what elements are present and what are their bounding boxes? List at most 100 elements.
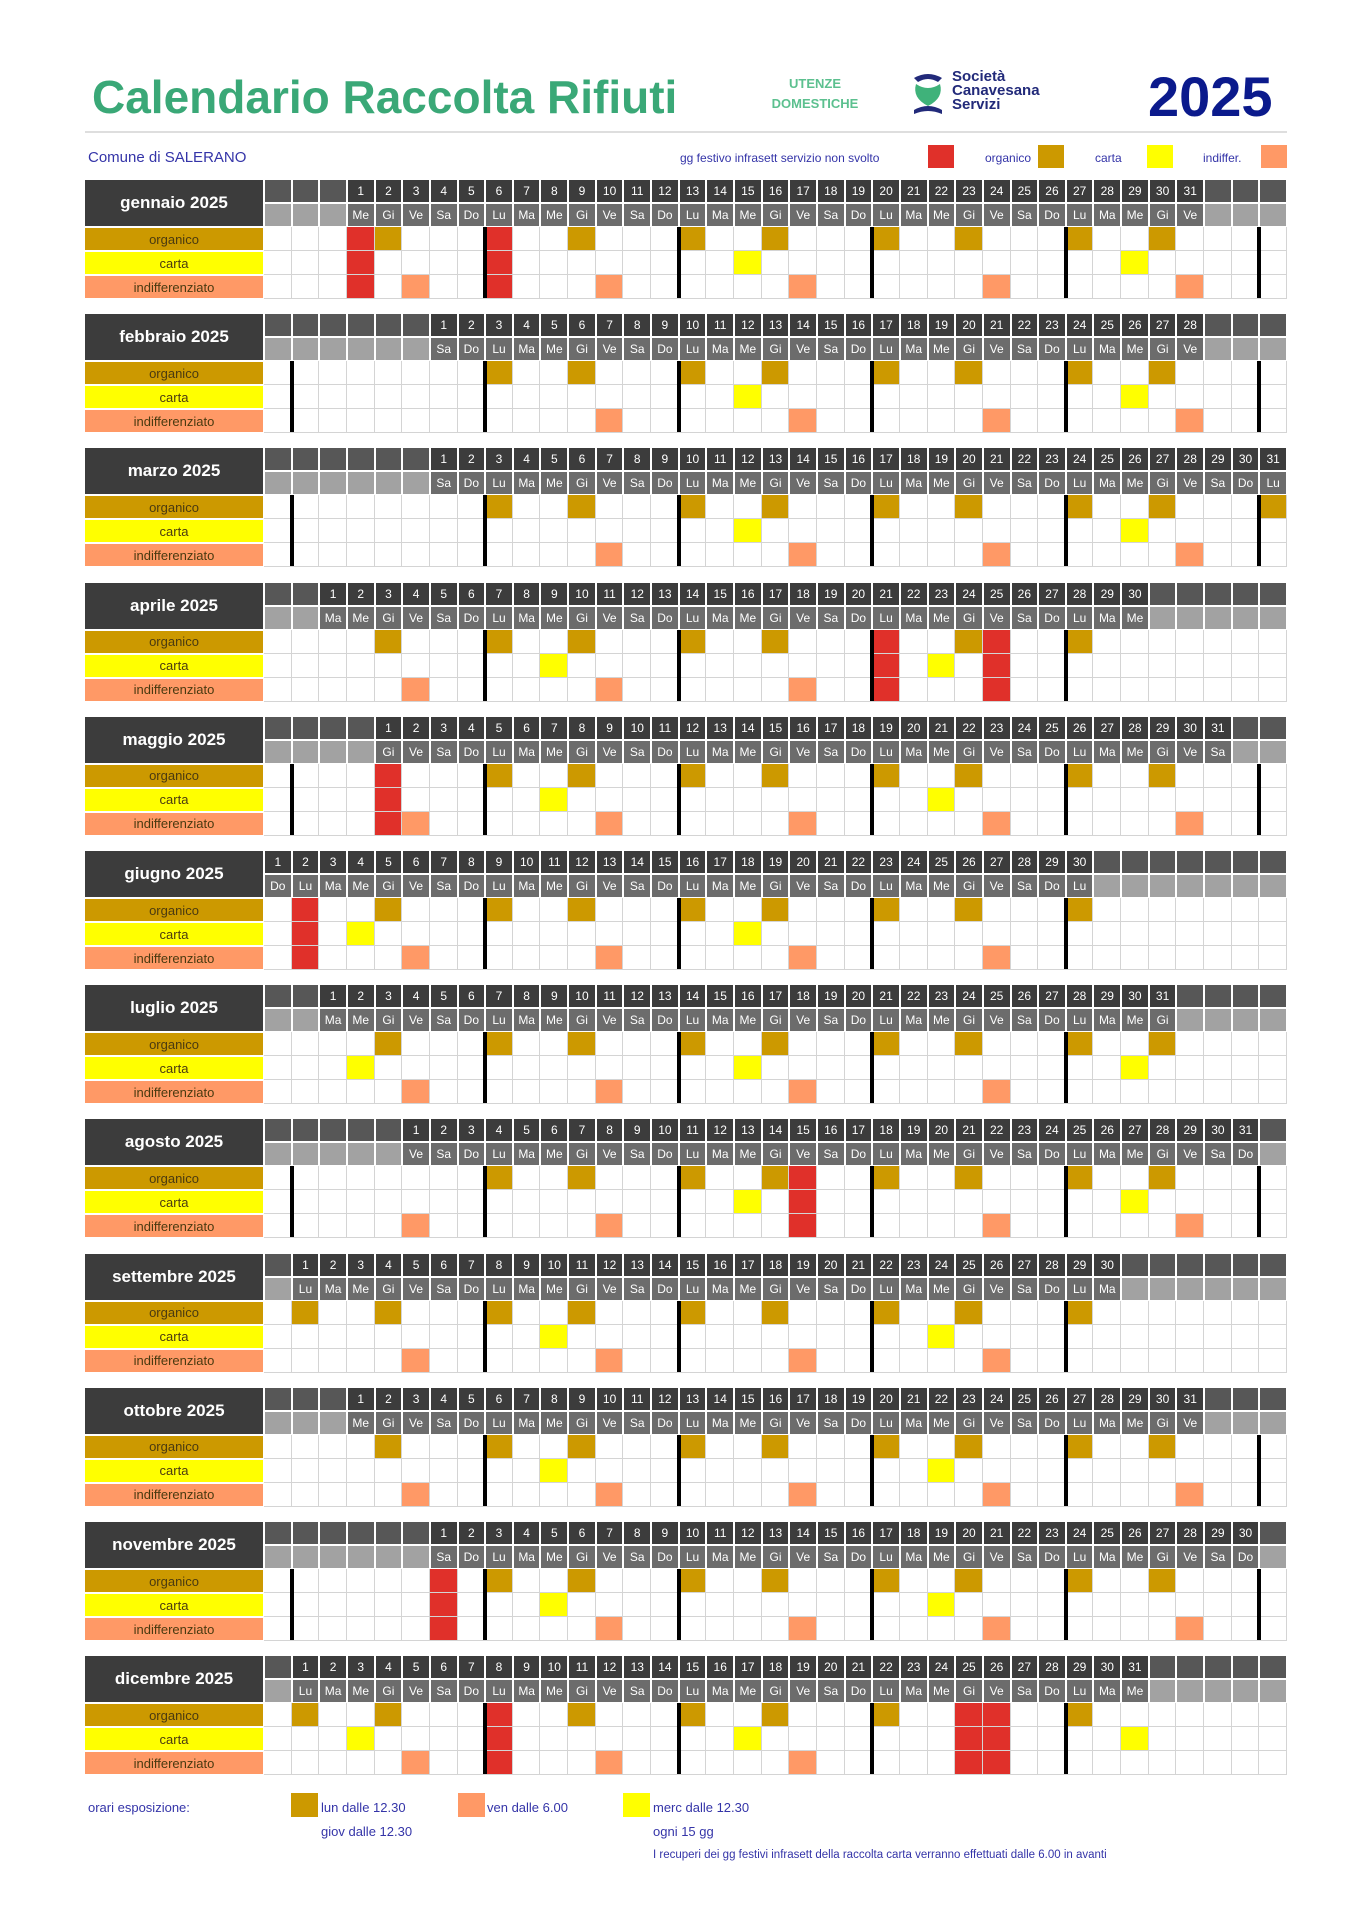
day-cell: [1204, 1032, 1232, 1057]
day-cell: [623, 251, 652, 275]
day-cell: [1065, 1080, 1094, 1105]
day-cell: [1010, 1032, 1039, 1057]
week-separator: [676, 361, 681, 433]
day-cell: [899, 1434, 928, 1459]
day-cell: [1259, 1190, 1287, 1215]
organico-collection-cell: [1148, 495, 1177, 520]
empty-header-cell: [1232, 606, 1259, 629]
week-separator: [289, 1166, 294, 1238]
day-cell: [789, 251, 817, 275]
day-number: 4: [375, 1253, 402, 1276]
day-cell: [927, 629, 956, 654]
day-cell: [402, 495, 430, 520]
weekday-label: Ve: [790, 1411, 816, 1434]
day-cell: [623, 1458, 652, 1483]
day-number: 19: [873, 716, 899, 739]
weekday-label: Gi: [375, 1009, 402, 1032]
day-cell: [512, 519, 541, 544]
day-cell: [512, 495, 541, 520]
day-number: 2: [347, 985, 374, 1008]
day-number: 19: [817, 582, 844, 605]
day-number: 9: [569, 1387, 595, 1410]
day-cell: [264, 763, 292, 788]
empty-header-cell: [1177, 1253, 1204, 1276]
empty-header-cell: [320, 1387, 346, 1410]
weekday-label: Do: [845, 740, 872, 763]
day-cell: [1204, 1190, 1232, 1215]
day-cell: [291, 811, 320, 836]
day-cell: [623, 361, 652, 386]
day-cell: [1231, 677, 1260, 702]
day-cell: [1065, 1348, 1094, 1373]
day-cell: [1204, 409, 1232, 434]
day-cell: [1176, 1324, 1205, 1349]
day-cell: [1148, 251, 1177, 275]
day-cell: [540, 1751, 569, 1776]
festivo-cell: [429, 1617, 458, 1641]
day-cell: [706, 1190, 735, 1215]
day-cell: [1010, 811, 1039, 836]
organico-collection-cell: [955, 1300, 983, 1325]
weekday-label: Ve: [790, 875, 816, 897]
week-separator: [676, 1434, 681, 1506]
day-cell: [872, 1617, 900, 1641]
day-cell: [899, 1214, 928, 1239]
day-cell: [1038, 519, 1066, 544]
day-cell: [429, 1190, 458, 1215]
day-cell: [955, 946, 983, 970]
week-separator: [483, 361, 488, 433]
week-separator: [1063, 1703, 1068, 1775]
organico-collection-cell: [761, 629, 790, 654]
weekday-label: Lu: [679, 1411, 706, 1434]
day-number: 3: [458, 1119, 485, 1142]
weekday-label: Ma: [900, 606, 927, 629]
weekday-label: Gi: [569, 1277, 595, 1300]
day-number: 25: [1011, 1387, 1038, 1410]
weekday-label: Me: [928, 1143, 955, 1166]
day-cell: [1176, 1190, 1205, 1215]
weekday-label: Lu: [679, 1009, 706, 1032]
empty-header-cell: [347, 338, 374, 361]
day-cell: [789, 922, 817, 946]
day-cell: [927, 385, 956, 410]
day-cell: [457, 1214, 486, 1239]
day-cell: [1231, 1214, 1260, 1239]
day-cell: [346, 1569, 375, 1593]
day-cell: [1121, 1482, 1149, 1507]
footer-organico-line1: lun dalle 12.30: [321, 1800, 406, 1815]
day-cell: [402, 409, 430, 434]
empty-header-cell: [403, 448, 429, 471]
day-cell: [1093, 811, 1122, 836]
day-cell: [1231, 629, 1260, 654]
carta-collection-cell: [734, 519, 762, 544]
day-number: 8: [486, 1656, 512, 1679]
indifferenziato-collection-cell: [1176, 811, 1205, 836]
day-cell: [1010, 1482, 1039, 1507]
day-number: 2: [458, 448, 485, 471]
day-cell: [264, 1751, 292, 1776]
day-cell: [623, 1727, 652, 1752]
day-cell: [429, 629, 458, 654]
day-cell: [540, 629, 569, 654]
weekday-label: Lu: [1066, 1680, 1093, 1703]
carta-collection-cell: [734, 1056, 762, 1081]
day-cell: [1148, 946, 1177, 970]
day-number: 3: [403, 180, 429, 202]
weekday-label: Me: [928, 204, 955, 226]
week-separator: [870, 629, 875, 701]
empty-header-cell: [265, 1143, 291, 1166]
weekday-label: Me: [735, 606, 761, 629]
day-cell: [1038, 1617, 1066, 1641]
weekday-label: Me: [541, 338, 568, 361]
day-number: 30: [1094, 1253, 1121, 1276]
day-cell: [1148, 898, 1177, 922]
weekday-label: Ve: [983, 338, 1010, 361]
day-cell: [291, 519, 320, 544]
weekday-label: Ma: [513, 1277, 540, 1300]
day-cell: [374, 1569, 403, 1593]
festivo-cell: [789, 1190, 817, 1215]
day-cell: [734, 1300, 762, 1325]
festivo-cell: [955, 1727, 983, 1752]
weekday-label: Lu: [1066, 875, 1093, 897]
day-number: 6: [430, 1656, 457, 1679]
